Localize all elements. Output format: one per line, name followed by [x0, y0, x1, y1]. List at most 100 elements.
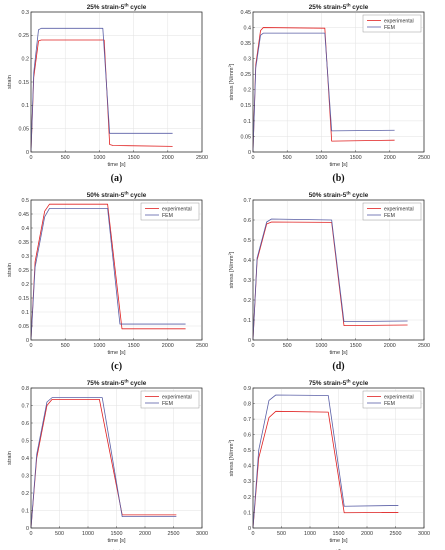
- x-tick-label: 0: [30, 343, 33, 349]
- legend-label: experimental: [162, 206, 192, 212]
- x-axis-label: time [s]: [107, 538, 125, 544]
- panel-caption: (b): [332, 173, 344, 184]
- panel-title-superscript: th: [346, 191, 350, 196]
- y-tick-label: 0.7: [22, 403, 30, 409]
- panel-title-text: 25% strain-5: [87, 4, 125, 11]
- panel-title: 50% strain-5th cycle: [309, 191, 369, 199]
- x-tick-label: 1500: [350, 155, 362, 161]
- y-tick-label: 0.4: [244, 464, 252, 470]
- x-tick-label: 2500: [418, 343, 430, 349]
- x-tick-label: 0: [30, 531, 33, 537]
- legend-box: [362, 14, 422, 33]
- y-tick-label: 0.15: [19, 80, 30, 86]
- legend-label: FEM: [162, 213, 173, 219]
- x-tick-label: 2000: [162, 155, 174, 161]
- y-tick-label: 0.2: [22, 282, 30, 288]
- y-tick-label: 0.5: [22, 198, 30, 204]
- y-tick-label: 0.05: [19, 127, 30, 133]
- y-axis-label-text: stress [N/mm: [229, 443, 235, 476]
- y-tick-label: 0.6: [244, 433, 252, 439]
- plot-area: [252, 11, 425, 153]
- panel-title: 75% strain-5th cycle: [309, 379, 369, 387]
- legend-box: [140, 390, 200, 409]
- y-tick-label: 0.8: [244, 401, 252, 407]
- y-tick-label: 0.2: [244, 88, 252, 94]
- x-tick-label: 1000: [304, 531, 316, 537]
- x-tick-label: 2500: [418, 155, 430, 161]
- y-tick-label: 0.5: [244, 238, 252, 244]
- y-tick-label: 0.3: [22, 10, 30, 16]
- y-tick-label: 0.2: [244, 495, 252, 501]
- x-axis-label: time [s]: [329, 162, 347, 168]
- y-tick-label: 0.2: [244, 298, 252, 304]
- y-tick-label: 0.25: [241, 72, 252, 78]
- x-tick-label: 2500: [196, 155, 208, 161]
- y-tick-label: 0.1: [244, 510, 252, 516]
- y-tick-label: 0.4: [22, 456, 30, 462]
- x-tick-label: 1000: [93, 155, 105, 161]
- y-tick-label: 0.4: [22, 226, 30, 232]
- y-axis-label: strain: [7, 263, 13, 277]
- x-tick-label: 2000: [162, 343, 174, 349]
- x-axis-label: time [s]: [107, 162, 125, 168]
- y-tick-label: 0.15: [19, 296, 30, 302]
- x-tick-label: 2500: [168, 531, 180, 537]
- panel-title-text: 75% strain-5: [309, 380, 347, 387]
- y-tick-label: 0.1: [22, 508, 30, 514]
- y-axis-label: strain: [7, 451, 13, 465]
- legend-label: experimental: [384, 18, 414, 24]
- y-tick-label: 0.3: [22, 254, 30, 260]
- series-line-experimental: [252, 27, 395, 153]
- y-axis-label: strain: [7, 75, 13, 89]
- panel-title-text: 75% strain-5: [87, 380, 125, 387]
- panel-caption: (c): [111, 361, 122, 372]
- y-tick-label: 0.3: [244, 479, 252, 485]
- y-tick-label: 0: [26, 150, 29, 156]
- y-tick-label: 0.4: [244, 258, 252, 264]
- y-tick-label: 0: [248, 338, 251, 344]
- y-axis-label-text: strain: [7, 451, 13, 465]
- x-tick-label: 3000: [418, 531, 430, 537]
- x-axis-label: time [s]: [329, 350, 347, 356]
- panel-title-superscript: th: [346, 3, 350, 8]
- series-line-experimental: [30, 203, 186, 341]
- legend-label: FEM: [384, 25, 395, 31]
- series-line-fem: [30, 207, 186, 341]
- y-tick-label: 0.25: [19, 268, 30, 274]
- y-tick-label: 0.7: [244, 417, 252, 423]
- y-axis-label-text: strain: [7, 75, 13, 89]
- y-axis-label-suffix: ]: [229, 251, 235, 253]
- x-tick-label: 500: [277, 531, 286, 537]
- y-axis-label-superscript: 2: [227, 252, 232, 255]
- panel-title-superscript: th: [124, 191, 128, 196]
- y-tick-label: 0.7: [244, 198, 252, 204]
- panel-title: 50% strain-5th cycle: [87, 191, 147, 199]
- panel-title-suffix: cycle: [129, 4, 147, 11]
- y-tick-label: 0.1: [22, 103, 30, 109]
- legend-label: experimental: [384, 206, 414, 212]
- legend-box: [140, 202, 200, 221]
- panel-title: 75% strain-5th cycle: [87, 379, 147, 387]
- y-axis-label: stress [N/mm2]: [227, 63, 235, 100]
- y-tick-label: 0.45: [19, 212, 30, 218]
- panel-title-suffix: cycle: [129, 192, 147, 199]
- y-tick-label: 0.5: [22, 438, 30, 444]
- x-tick-label: 1000: [82, 531, 94, 537]
- x-tick-label: 0: [252, 155, 255, 161]
- y-tick-label: 0: [26, 338, 29, 344]
- y-axis-label-text: stress [N/mm: [229, 255, 235, 288]
- y-tick-label: 0.15: [241, 103, 252, 109]
- y-tick-label: 0.1: [244, 318, 252, 324]
- y-tick-label: 0.45: [241, 10, 252, 16]
- panel-title-text: 50% strain-5: [309, 192, 347, 199]
- series-line-fem: [252, 32, 395, 153]
- y-tick-label: 0.9: [244, 386, 252, 392]
- panel-title-text: 50% strain-5: [87, 192, 125, 199]
- x-tick-label: 1500: [350, 343, 362, 349]
- series-line-fem: [30, 397, 177, 529]
- panel-title-superscript: th: [124, 379, 128, 384]
